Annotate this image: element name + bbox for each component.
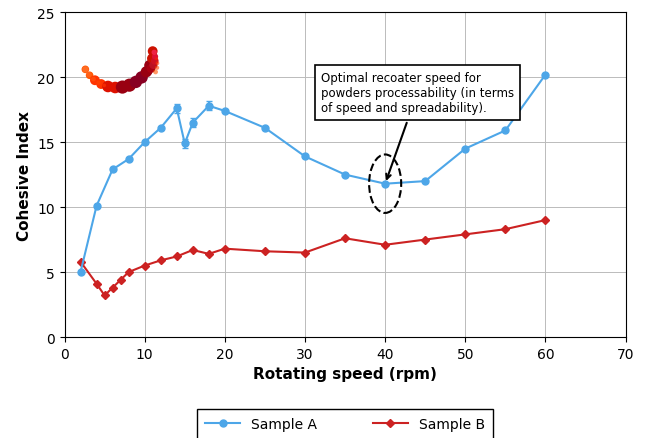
Sample B (173, 254, 181, 259)
Point (117, 85, 128, 92)
Sample B (221, 247, 229, 252)
Point (148, 49, 158, 56)
Y-axis label: Cohesive Index: Cohesive Index (17, 110, 32, 240)
Point (149, 49, 159, 57)
X-axis label: Rotating speed (rpm): Rotating speed (rpm) (253, 367, 437, 381)
Point (84, 73, 95, 80)
Point (143, 68, 153, 75)
Point (147, 56, 157, 63)
Point (99, 83, 110, 90)
Sample B (157, 258, 164, 263)
Point (152, 56, 162, 63)
Sample B (261, 249, 269, 254)
Point (141, 69, 152, 76)
Point (94, 80, 104, 87)
Point (80, 67, 90, 74)
Point (96, 81, 106, 88)
Point (90, 78, 100, 85)
Point (103, 84, 113, 91)
Sample B (77, 259, 84, 265)
Sample B (341, 236, 349, 241)
Point (84, 72, 94, 79)
Point (150, 54, 160, 61)
Sample B (301, 251, 309, 256)
Sample B (461, 232, 469, 237)
Line: Sample B: Sample B (78, 218, 548, 299)
Point (131, 79, 141, 86)
Point (152, 60, 163, 67)
Sample B (205, 252, 213, 257)
Point (148, 62, 159, 69)
Point (144, 63, 155, 70)
Point (150, 69, 161, 76)
Sample B (109, 286, 117, 291)
Sample B (381, 243, 389, 248)
Sample B (189, 248, 197, 253)
Sample B (421, 237, 429, 243)
Sample B (93, 282, 101, 287)
Sample B (101, 293, 108, 298)
Point (80, 67, 90, 74)
Point (110, 85, 121, 92)
Point (88, 76, 99, 83)
Sample B (124, 270, 132, 275)
Point (124, 82, 135, 89)
Sample B (542, 218, 550, 223)
Sample B (117, 278, 124, 283)
Point (150, 58, 160, 65)
Legend: Sample A, Sample B: Sample A, Sample B (197, 409, 493, 438)
Point (146, 66, 156, 73)
Sample B (502, 227, 510, 232)
Point (152, 65, 163, 72)
Sample B (141, 263, 148, 268)
Point (137, 75, 147, 82)
Text: Optimal recoater speed for
powders processability (in terms
of speed and spreada: Optimal recoater speed for powders proce… (321, 71, 514, 180)
